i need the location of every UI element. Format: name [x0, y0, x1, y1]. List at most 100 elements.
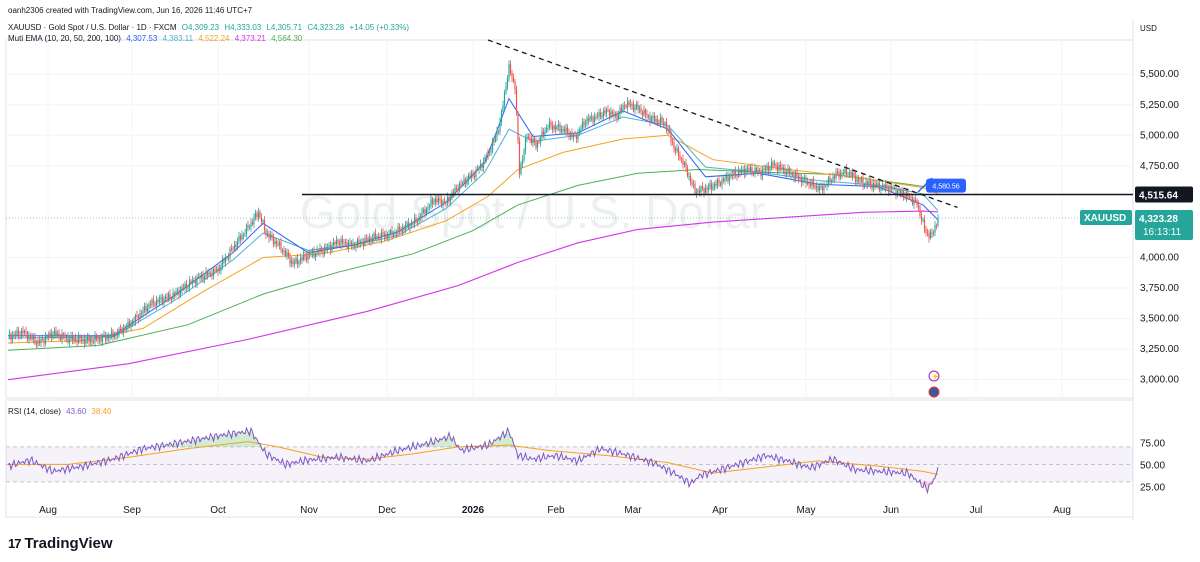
- candle-body: [184, 284, 186, 289]
- candle-body: [31, 336, 33, 340]
- candle-body: [403, 227, 405, 231]
- candle-body: [680, 158, 683, 160]
- candle-body: [806, 181, 809, 184]
- candle-body: [716, 179, 719, 186]
- candle-body: [758, 170, 761, 172]
- candle-body: [542, 131, 545, 136]
- candle-body: [14, 334, 17, 336]
- symbol-tag: [1080, 209, 1132, 225]
- header-line-3[interactable]: Muti EMA (10, 20, 50, 200, 100) 4,307.53…: [8, 34, 305, 43]
- candle-body: [67, 336, 69, 343]
- candle-body: [790, 172, 792, 175]
- y-tick-label: 4,000.00: [1140, 252, 1179, 263]
- candle-body: [904, 196, 906, 198]
- candle-body: [68, 339, 71, 343]
- candle-body: [64, 336, 66, 339]
- candle-body: [802, 179, 804, 183]
- candle-body: [178, 290, 180, 296]
- candle-body: [398, 226, 401, 230]
- candle-body: [710, 183, 713, 190]
- candle-body: [761, 169, 764, 177]
- candle-body: [857, 178, 860, 182]
- candle-body: [122, 328, 125, 333]
- candle-body: [332, 242, 335, 245]
- candle-body: [643, 109, 645, 116]
- candle-body: [773, 164, 776, 166]
- candle-body: [887, 188, 890, 192]
- candle-body: [433, 202, 435, 204]
- candle-body: [221, 259, 224, 266]
- candle-body: [323, 246, 326, 254]
- candle-body: [484, 156, 486, 162]
- candle-body: [266, 233, 269, 236]
- candle-body: [430, 199, 432, 206]
- candle-body: [569, 133, 572, 137]
- candle-body: [691, 182, 693, 185]
- candle-body: [164, 296, 167, 300]
- candle-body: [673, 142, 675, 150]
- candle-body: [103, 334, 105, 336]
- candle-body: [811, 180, 813, 187]
- candle-body: [908, 196, 911, 198]
- header-line-1: oanh2306 created with TradingView.com, J…: [8, 6, 255, 15]
- candle-body: [155, 300, 158, 306]
- candle-body: [536, 141, 539, 148]
- candle-body: [869, 180, 872, 185]
- candle-body: [238, 235, 240, 241]
- candle-body: [535, 141, 537, 148]
- candle-body: [241, 235, 243, 240]
- candle-body: [667, 129, 669, 131]
- candle-body: [349, 242, 351, 244]
- candle-body: [143, 306, 146, 311]
- candle-body: [541, 131, 543, 138]
- candle-body: [280, 242, 282, 250]
- candle-body: [271, 234, 273, 237]
- candle-body: [124, 328, 126, 330]
- candle-body: [148, 304, 150, 308]
- candle-body: [640, 108, 642, 113]
- last-price-label: 4,323.28: [1139, 214, 1178, 225]
- candle-body: [161, 297, 164, 304]
- candle-body: [425, 208, 428, 215]
- candle-body: [154, 303, 156, 306]
- candle-body: [145, 306, 147, 312]
- candle-body: [374, 233, 377, 239]
- candle-body: [170, 297, 173, 300]
- x-tick-label: Aug: [1053, 505, 1071, 516]
- candle-body: [839, 172, 842, 178]
- candle-body: [514, 81, 516, 91]
- candle-body: [796, 172, 798, 176]
- candle-body: [727, 175, 729, 182]
- candle-body: [646, 114, 648, 117]
- candle-body: [805, 177, 807, 184]
- candle-body: [343, 242, 345, 244]
- rsi-header[interactable]: RSI (14, close) 43.60 38.40: [8, 407, 114, 416]
- candle-body: [824, 185, 827, 187]
- symbol-line: XAUUSD · Gold Spot / U.S. Dollar · 1D · …: [8, 23, 177, 32]
- candle-body: [863, 184, 866, 186]
- candle-body: [662, 122, 665, 124]
- candle-body: [80, 339, 83, 341]
- candle-body: [356, 239, 359, 246]
- candle-body: [865, 181, 867, 185]
- candle-body: [290, 260, 293, 264]
- candle-body: [397, 226, 399, 234]
- candle-body: [890, 186, 893, 189]
- candle-body: [664, 122, 666, 124]
- level-price-tag: [1135, 186, 1193, 203]
- candle-body: [656, 119, 659, 123]
- candle-body: [89, 339, 92, 343]
- candle-body: [532, 138, 534, 144]
- candle-body: [878, 183, 881, 191]
- candle-body: [482, 161, 485, 168]
- candle-body: [559, 124, 561, 132]
- candle-body: [737, 170, 740, 177]
- currency-label: USD: [1140, 24, 1157, 33]
- x-tick-label: May: [797, 505, 816, 516]
- candle-body: [881, 185, 884, 188]
- candle-body: [910, 196, 912, 198]
- ema50-line: [7, 134, 939, 344]
- candle-body: [382, 232, 384, 235]
- candle-body: [782, 168, 785, 170]
